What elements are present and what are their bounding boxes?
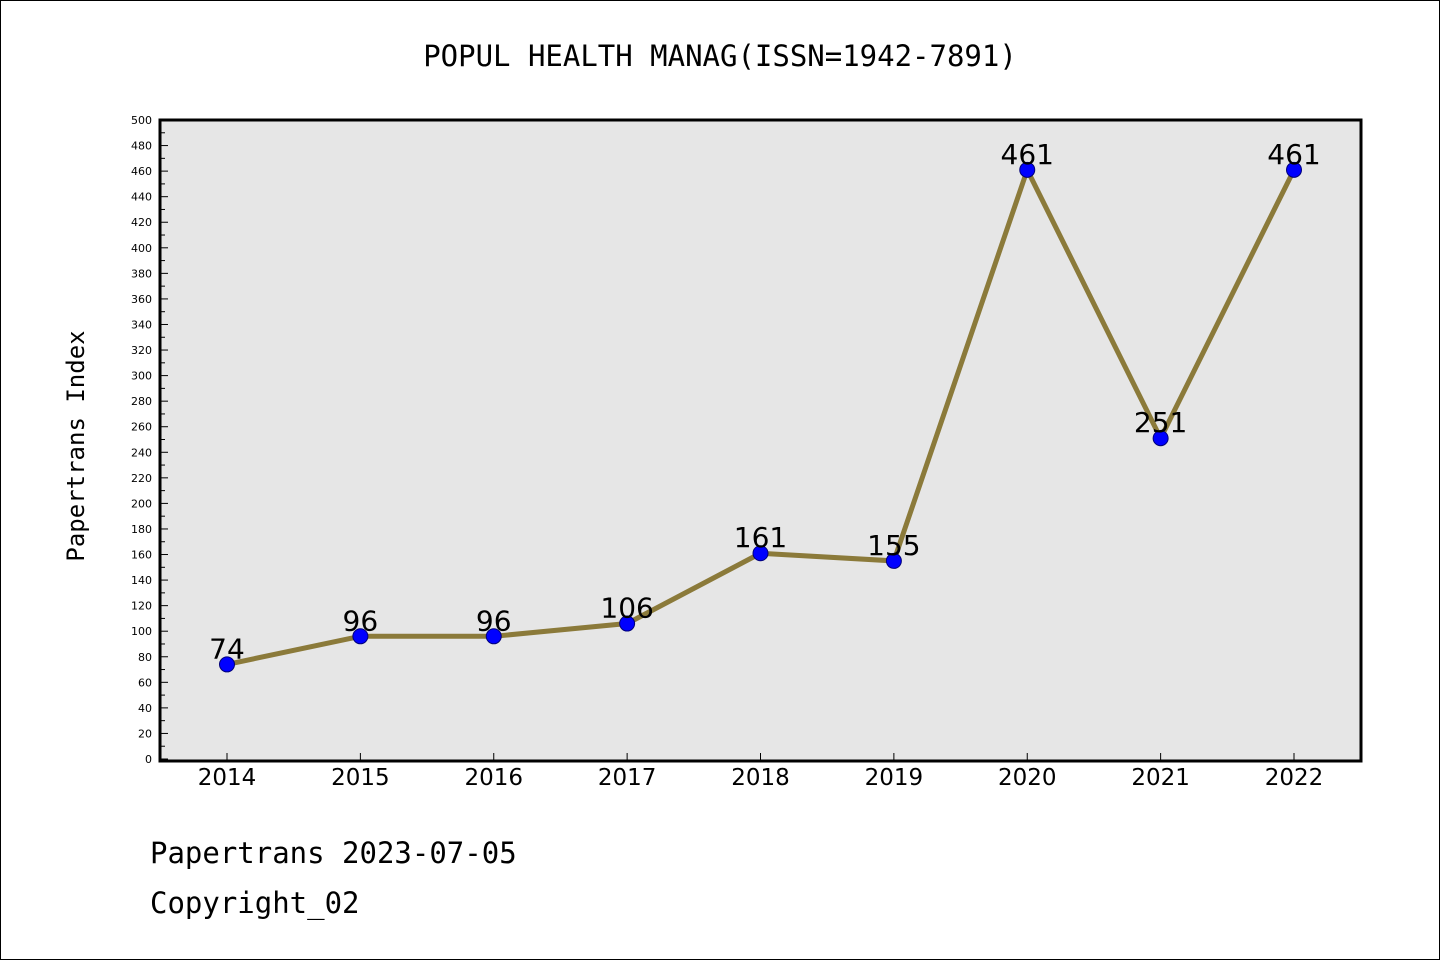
- data-point: [885, 552, 902, 569]
- data-label: 461: [1001, 138, 1054, 171]
- data-point: [352, 628, 369, 645]
- y-axis-label: Papertrans Index: [62, 330, 90, 561]
- y-tick-label: 340: [131, 318, 152, 331]
- y-tick-label: 460: [131, 165, 152, 178]
- x-tick-label: 2015: [331, 765, 390, 791]
- y-tick-label: 440: [131, 191, 152, 204]
- x-tick-label: 2021: [1131, 765, 1190, 791]
- y-tick-label: 300: [131, 370, 152, 383]
- y-tick-label: 180: [131, 523, 152, 536]
- plot-area: [160, 120, 1361, 761]
- y-tick-label: 220: [131, 472, 152, 485]
- data-label: 96: [476, 604, 512, 637]
- data-label: 155: [867, 529, 920, 562]
- y-tick-label: 200: [131, 497, 152, 510]
- data-point: [752, 545, 769, 562]
- y-tick-label: 140: [131, 574, 152, 587]
- y-axis-ticks: 0 20 40 60 80 100 120 140 160 180 200 220 240 260 280 3…: [131, 114, 168, 766]
- footer-copyright: Copyright_02: [150, 886, 360, 920]
- chart-title: POPUL HEALTH MANAG(ISSN=1942-7891): [423, 39, 1017, 73]
- data-label: 251: [1134, 406, 1187, 439]
- y-tick-label: 280: [131, 395, 152, 408]
- y-tick-label: 100: [131, 625, 152, 638]
- data-points: [219, 161, 1302, 673]
- y-tick-label: 400: [131, 242, 152, 255]
- x-tick-label: 2018: [731, 765, 790, 791]
- y-tick-label: 500: [131, 114, 152, 127]
- y-tick-label: 320: [131, 344, 152, 357]
- y-tick-label: 60: [138, 676, 152, 689]
- y-tick-label: 380: [131, 267, 152, 280]
- y-tick-label: 20: [138, 727, 152, 740]
- x-tick-label: 2016: [464, 765, 523, 791]
- data-point: [1286, 161, 1302, 178]
- x-axis-ticks: 2014 2015 2016 2017 2018 2019 2020 2021 2022: [198, 753, 1324, 791]
- x-tick-label: 2014: [198, 765, 257, 791]
- data-label: 106: [600, 592, 653, 625]
- data-point: [1152, 430, 1169, 447]
- y-tick-label: 420: [131, 216, 152, 229]
- y-tick-label: 80: [138, 651, 152, 664]
- y-tick-label: 40: [138, 702, 152, 715]
- y-tick-label: 240: [131, 446, 152, 459]
- data-point: [1019, 161, 1036, 178]
- x-tick-label: 2017: [598, 765, 657, 791]
- y-tick-label: 360: [131, 293, 152, 306]
- data-labels: 74 96 96 106 161 155 461 251 461: [209, 138, 1321, 666]
- data-label: 461: [1267, 138, 1320, 171]
- data-label: 96: [343, 604, 379, 637]
- data-label: 74: [209, 632, 245, 665]
- data-label: 161: [734, 521, 787, 554]
- x-tick-label: 2020: [998, 765, 1057, 791]
- data-point: [619, 615, 636, 632]
- data-point: [219, 656, 235, 673]
- y-tick-label: 0: [145, 753, 152, 766]
- x-tick-label: 2022: [1265, 765, 1324, 791]
- footer-date: Papertrans 2023-07-05: [150, 836, 517, 870]
- y-tick-label: 160: [131, 549, 152, 562]
- x-tick-label: 2019: [865, 765, 924, 791]
- y-tick-label: 480: [131, 140, 152, 153]
- plot-border: [158, 118, 1363, 763]
- y-tick-label: 260: [131, 421, 152, 434]
- data-point: [485, 628, 502, 645]
- y-tick-label: 120: [131, 600, 152, 613]
